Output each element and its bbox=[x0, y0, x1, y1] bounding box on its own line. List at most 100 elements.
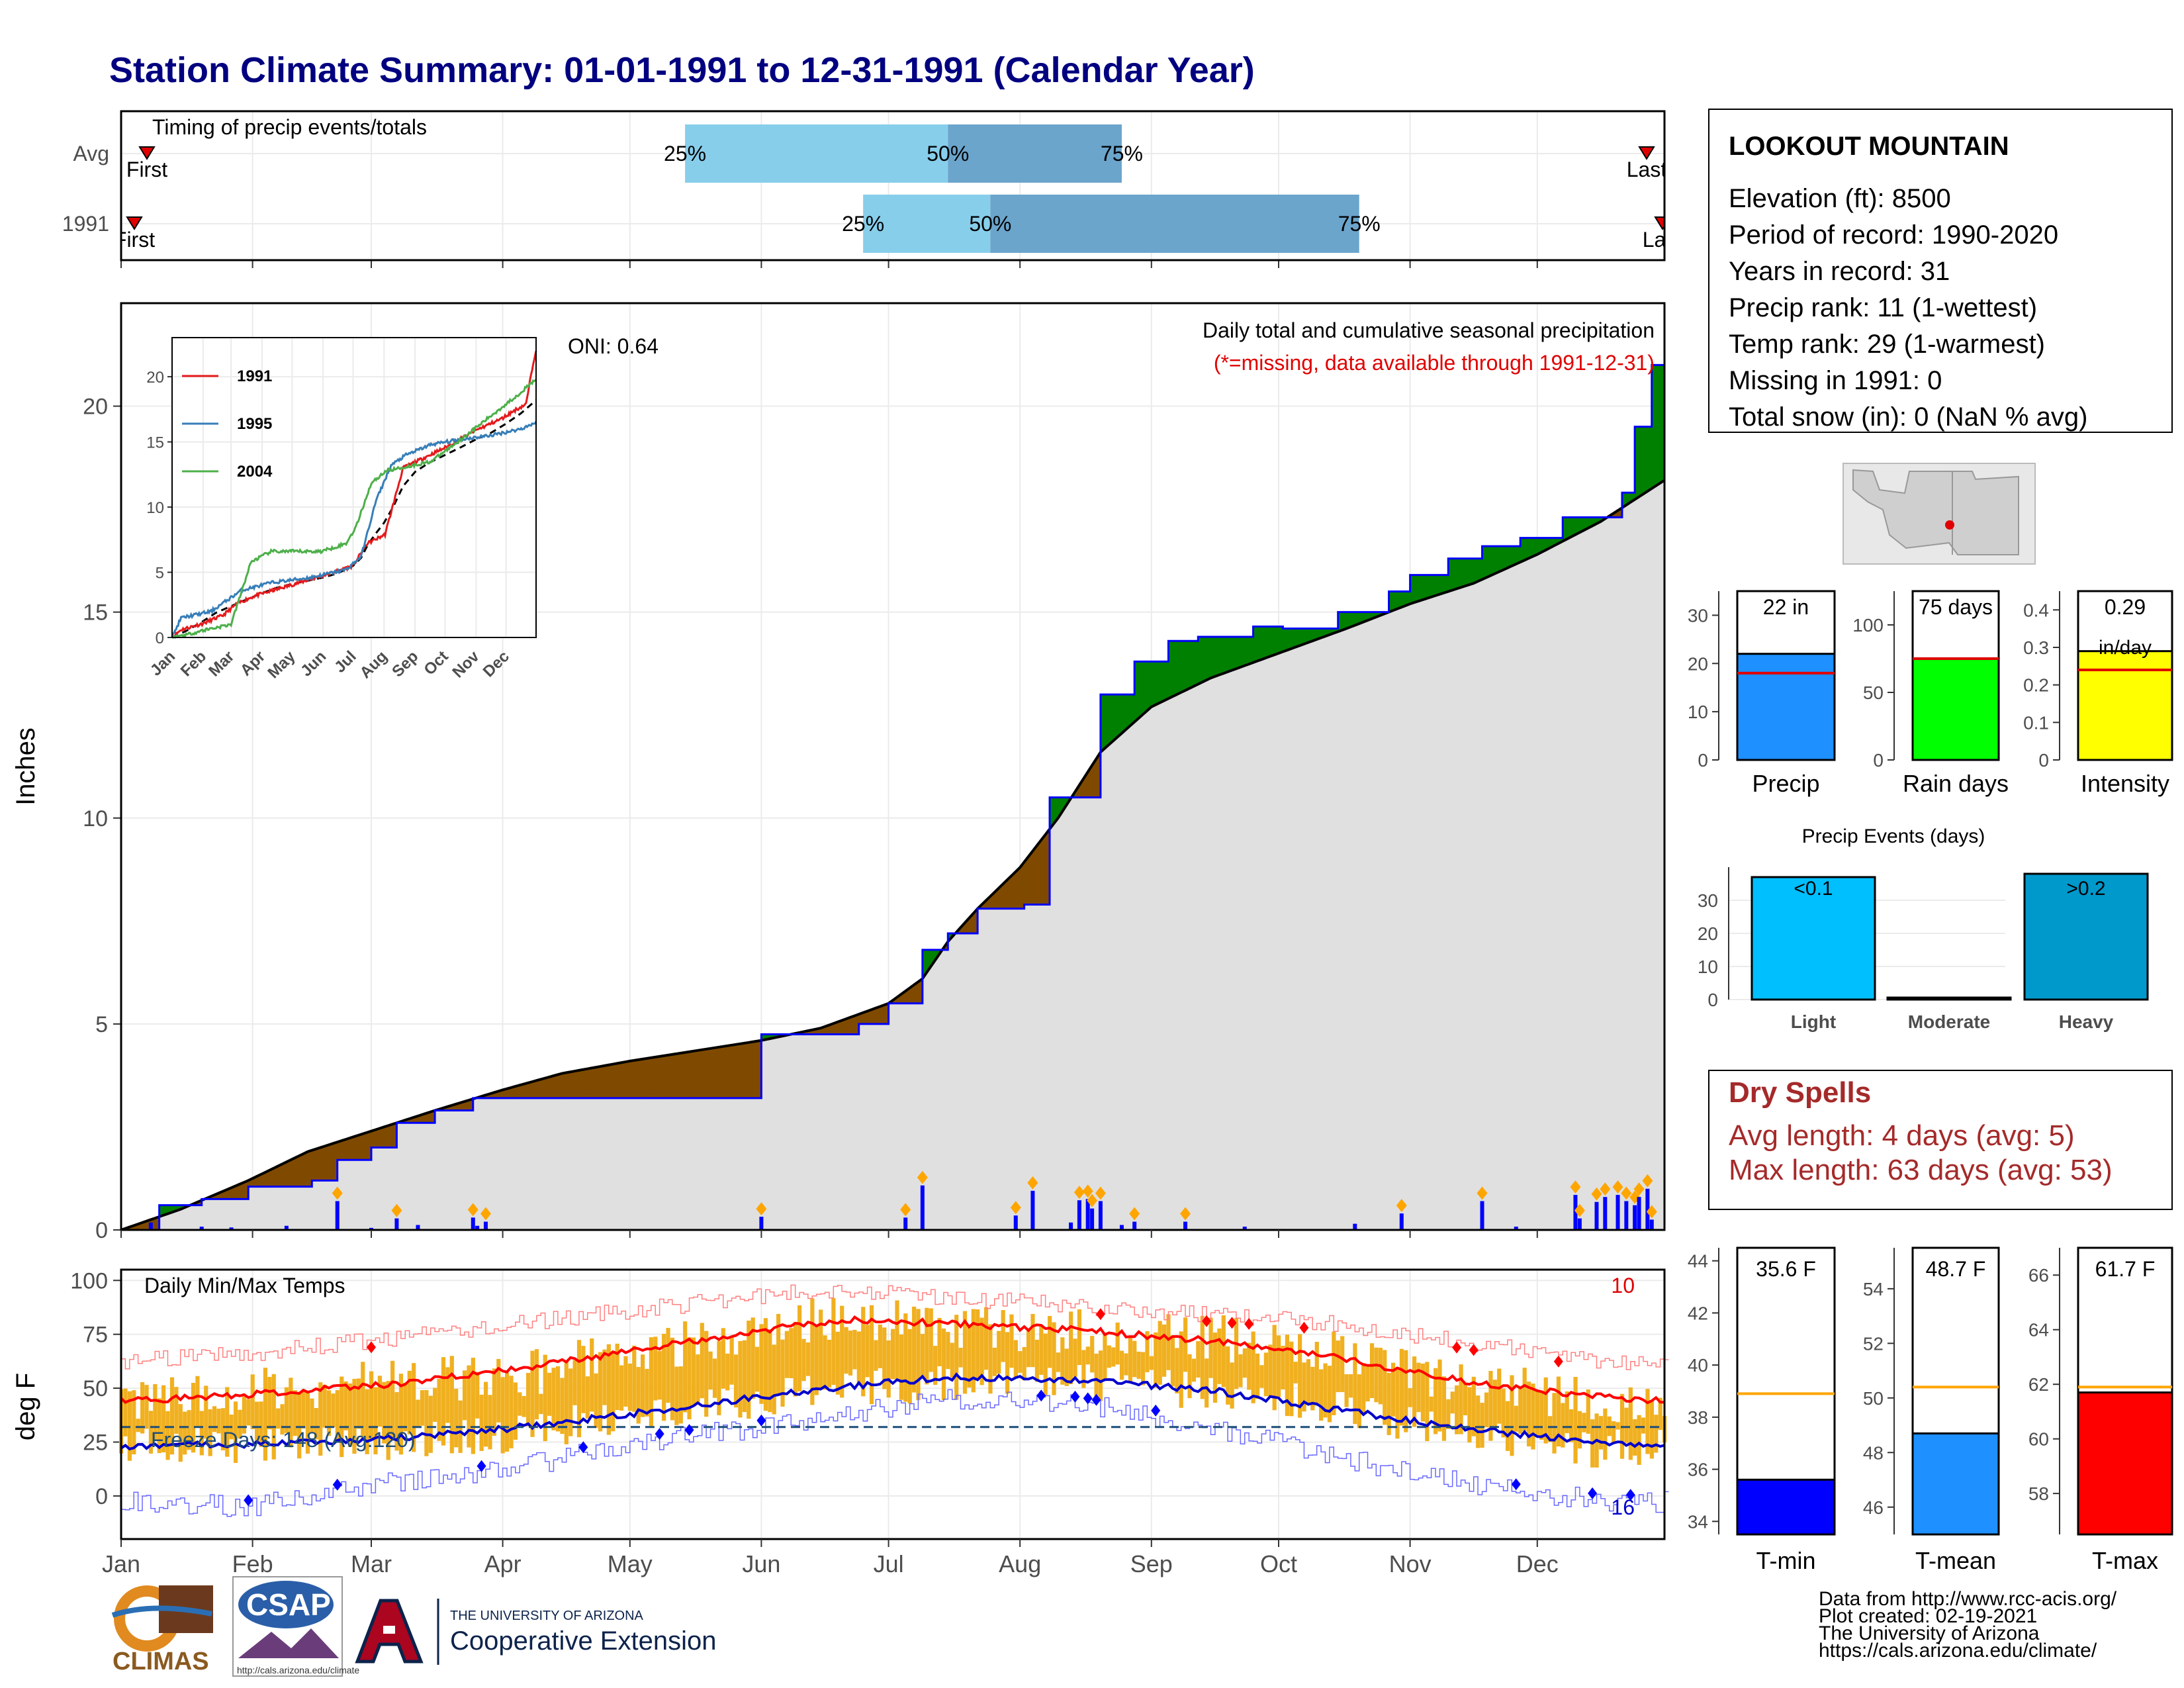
summary-value-label: 75 days bbox=[1919, 595, 1993, 619]
daily-temp-range-bar bbox=[1081, 1350, 1086, 1388]
timing-bar-q25-q50 bbox=[685, 124, 948, 183]
temp-tick-label: 36 bbox=[1688, 1460, 1708, 1480]
inset-tick-label: 15 bbox=[146, 434, 164, 452]
daily-temp-range-bar bbox=[132, 1390, 136, 1454]
daily-temp-range-bar bbox=[216, 1409, 221, 1434]
daily-temp-range-bar bbox=[1467, 1387, 1472, 1443]
temps-tick-label: 25 bbox=[83, 1430, 108, 1455]
daily-temp-range-bar bbox=[1145, 1331, 1150, 1372]
daily-temp-range-bar bbox=[462, 1370, 467, 1421]
daily-temp-range-bar bbox=[678, 1366, 683, 1424]
departure-ribbon bbox=[1185, 640, 1190, 691]
daily-temp-range-bar bbox=[340, 1376, 344, 1458]
daily-temp-range-bar bbox=[674, 1366, 679, 1425]
daily-precip-bar bbox=[229, 1227, 234, 1230]
daily-temp-range-bar bbox=[390, 1360, 395, 1441]
departure-ribbon bbox=[1639, 426, 1644, 498]
timing-bar-q25-q50 bbox=[863, 195, 991, 253]
departure-ribbon bbox=[1452, 558, 1457, 591]
departure-ribbon bbox=[752, 1041, 758, 1099]
departure-ribbon bbox=[375, 1127, 381, 1149]
daily-temp-range-bar bbox=[627, 1363, 632, 1411]
departure-ribbon bbox=[379, 1126, 385, 1149]
daily-temp-range-bar bbox=[1420, 1363, 1426, 1422]
daily-temp-range-bar bbox=[496, 1358, 501, 1423]
daily-temp-range-bar bbox=[259, 1401, 263, 1447]
record-low-marker bbox=[1588, 1487, 1598, 1499]
station-info-line: Period of record: 1990-2020 bbox=[1729, 220, 2058, 250]
daily-temp-range-bar bbox=[1510, 1375, 1514, 1456]
daily-precip-bar bbox=[1615, 1195, 1620, 1230]
daily-precip-bar bbox=[1624, 1201, 1629, 1230]
daily-temp-range-bar bbox=[852, 1329, 857, 1370]
daily-temp-range-bar bbox=[178, 1404, 183, 1462]
departure-ribbon bbox=[561, 1072, 567, 1099]
daily-temp-range-bar bbox=[1277, 1335, 1281, 1397]
heavy-event-marker bbox=[1082, 1184, 1093, 1198]
departure-ribbon bbox=[604, 1064, 610, 1099]
daily-temp-range-bar bbox=[191, 1383, 196, 1453]
daily-temp-range-bar bbox=[212, 1406, 217, 1432]
daily-temp-range-bar bbox=[513, 1382, 518, 1440]
departure-ribbon bbox=[608, 1063, 614, 1099]
daily-precip-bar bbox=[369, 1227, 373, 1230]
daily-temp-range-bar bbox=[1522, 1368, 1527, 1431]
daily-temp-range-bar bbox=[933, 1346, 938, 1385]
university-logo: THE UNIVERSITY OF ARIZONA Cooperative Ex… bbox=[355, 1599, 716, 1665]
timing-quartile-label: 75% bbox=[1101, 142, 1143, 165]
daily-precip-bar bbox=[199, 1227, 204, 1230]
daily-temp-range-bar bbox=[373, 1387, 378, 1455]
departure-ribbon bbox=[1486, 545, 1491, 579]
daily-temp-range-bar bbox=[1535, 1391, 1540, 1436]
daily-temp-range-bar bbox=[505, 1372, 510, 1452]
daily-precip-bar bbox=[903, 1217, 908, 1230]
credit-line: Plot created: 02-19-2021 bbox=[1819, 1605, 2037, 1627]
daily-temp-range-bar bbox=[1365, 1366, 1370, 1402]
daily-temp-range-bar bbox=[835, 1331, 840, 1395]
inset-frame bbox=[171, 337, 537, 638]
daily-temp-range-bar bbox=[356, 1378, 361, 1429]
daily-temp-range-bar bbox=[522, 1395, 526, 1417]
last-event-label: Last bbox=[1627, 158, 1667, 181]
daily-precip-bar bbox=[1594, 1201, 1599, 1230]
month-label: Dec bbox=[1516, 1550, 1559, 1577]
temp-tick-label: 52 bbox=[1863, 1333, 1884, 1354]
daily-temp-range-bar bbox=[1310, 1366, 1315, 1411]
departure-ribbon bbox=[663, 1055, 668, 1099]
daily-temp-range-bar bbox=[305, 1392, 310, 1454]
daily-temp-range-bar bbox=[437, 1378, 441, 1441]
daily-temp-range-bar bbox=[1645, 1389, 1650, 1454]
record-low-marker bbox=[756, 1414, 766, 1427]
departure-ribbon bbox=[1015, 867, 1021, 910]
daily-temp-range-bar bbox=[899, 1335, 904, 1400]
inset-background bbox=[172, 338, 536, 637]
departure-ribbon bbox=[1465, 558, 1470, 586]
daily-temp-range-bar bbox=[398, 1374, 404, 1455]
daily-temp-range-bar bbox=[1441, 1376, 1447, 1441]
departure-ribbon bbox=[1138, 661, 1144, 720]
departure-ribbon bbox=[617, 1062, 622, 1099]
summary-tick-label: 100 bbox=[1852, 615, 1884, 635]
temp-value-label: 48.7 F bbox=[1926, 1257, 1986, 1281]
daily-temp-range-bar bbox=[1247, 1342, 1251, 1390]
first-event-marker bbox=[138, 146, 156, 160]
ua-name: THE UNIVERSITY OF ARIZONA bbox=[450, 1609, 644, 1623]
daily-temp-range-bar bbox=[1124, 1353, 1128, 1376]
daily-temp-range-bar bbox=[1103, 1333, 1107, 1381]
daily-temp-range-bar bbox=[1577, 1411, 1582, 1449]
daily-temp-range-bar bbox=[500, 1377, 505, 1454]
daily-temp-range-bar bbox=[1408, 1388, 1412, 1407]
departure-ribbon bbox=[1655, 364, 1661, 487]
events-tick-label: 20 bbox=[1698, 923, 1718, 944]
departure-ribbon bbox=[710, 1047, 715, 1099]
daily-temp-range-bar bbox=[157, 1398, 161, 1454]
daily-temp-range-bar bbox=[1170, 1335, 1175, 1387]
record-low-marker bbox=[332, 1478, 342, 1491]
temps-frame bbox=[120, 1268, 1666, 1540]
departure-ribbon bbox=[591, 1066, 597, 1099]
departure-ribbon bbox=[625, 1060, 631, 1099]
daily-temp-range-bar bbox=[433, 1387, 437, 1422]
departure-ribbon bbox=[629, 1060, 635, 1099]
departure-ribbon bbox=[1146, 661, 1152, 712]
dry-spells-title: Dry Spells bbox=[1729, 1076, 1871, 1109]
